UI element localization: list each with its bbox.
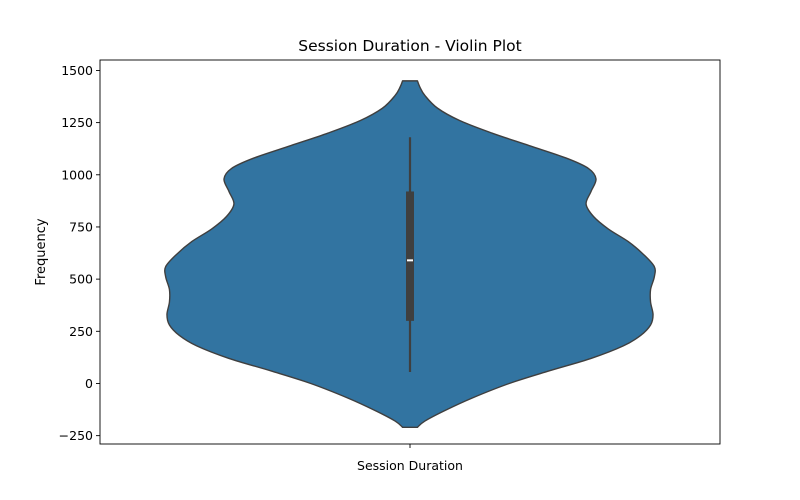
y-tick-label: 500 — [69, 272, 93, 287]
plot-frame — [99, 59, 721, 445]
plot-area — [164, 80, 656, 428]
y-tick-label: 250 — [69, 324, 93, 339]
y-tick-label: 1250 — [61, 115, 93, 130]
y-tick-label: 750 — [69, 219, 93, 234]
x-tick-label: Session Duration — [357, 458, 463, 473]
y-axis-title: Frequency — [34, 218, 49, 285]
iqr-box — [406, 191, 414, 321]
y-tick-label: 1000 — [61, 167, 93, 182]
y-tick-label: 1500 — [61, 63, 93, 78]
y-tick-label: −250 — [59, 428, 93, 443]
x-axis: Session Duration — [357, 444, 463, 473]
y-axis: −250 0 250 500 750 1000 1250 1500 — [59, 63, 100, 443]
chart-title: Session Duration - Violin Plot — [298, 37, 521, 55]
y-tick-label: 0 — [85, 376, 93, 391]
